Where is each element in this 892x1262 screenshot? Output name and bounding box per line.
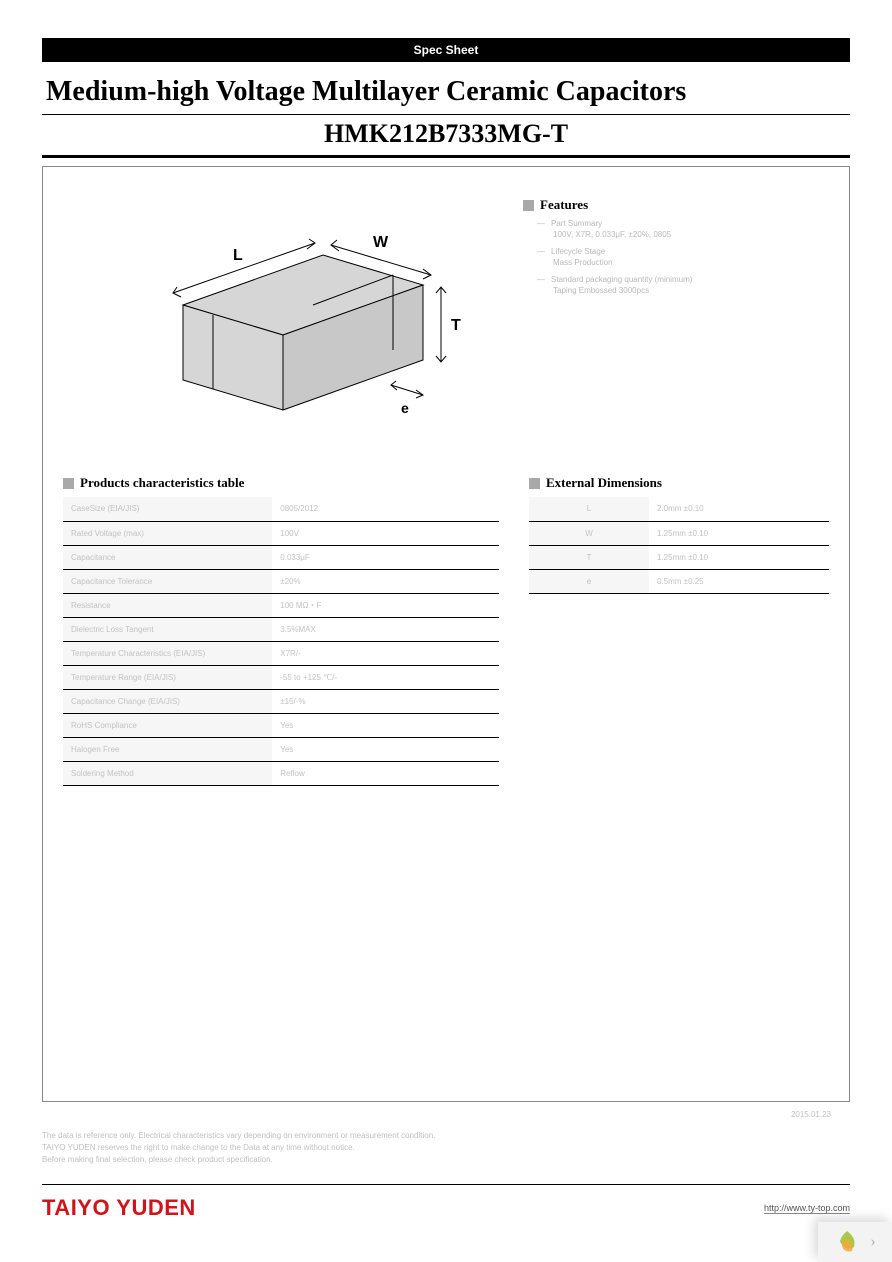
diagram-label-t: T bbox=[451, 317, 461, 334]
disclaimer-line: Before making final selection, please ch… bbox=[42, 1154, 850, 1166]
page-title-line1: Medium-high Voltage Multilayer Ceramic C… bbox=[42, 76, 850, 115]
leaf-icon bbox=[834, 1229, 860, 1255]
disclaimer-line: The data is reference only. Electrical c… bbox=[42, 1130, 850, 1142]
table-row: e0.5mm ±0.25 bbox=[529, 569, 829, 593]
section-bullet-icon bbox=[63, 478, 74, 489]
table-cell-key: Resistance bbox=[63, 593, 272, 617]
page-title-line2: HMK212B7333MG-T bbox=[42, 119, 850, 158]
table-cell-key: Halogen Free bbox=[63, 737, 272, 761]
characteristics-section: Products characteristics table CaseSize … bbox=[63, 475, 499, 786]
revision-date: 2015.01.23 bbox=[791, 1110, 831, 1119]
package-diagram: L W T bbox=[63, 185, 483, 435]
table-row: T1.25mm ±0.10 bbox=[529, 545, 829, 569]
spec-sheet-banner: Spec Sheet bbox=[42, 38, 850, 62]
table-row: W1.25mm ±0.10 bbox=[529, 521, 829, 545]
table-cell-key: Temperature Characteristics (EIA/JIS) bbox=[63, 641, 272, 665]
table-cell-value: 2.0mm ±0.10 bbox=[649, 497, 829, 521]
characteristics-heading: Products characteristics table bbox=[80, 475, 244, 491]
table-cell-key: Rated Voltage (max) bbox=[63, 521, 272, 545]
table-row: CaseSize (EIA/JIS)0805/2012 bbox=[63, 497, 499, 521]
brand-logo: TAIYO YUDEN bbox=[42, 1195, 196, 1221]
feature-item: Part Summary bbox=[537, 219, 829, 228]
table-cell-value: 100 MΩ・F bbox=[272, 593, 499, 617]
table-row: Capacitance Change (EIA/JIS)±15/-% bbox=[63, 689, 499, 713]
table-row: Rated Voltage (max)100V bbox=[63, 521, 499, 545]
table-cell-value: 3.5%MAX bbox=[272, 617, 499, 641]
table-cell-value: 1.25mm ±0.10 bbox=[649, 521, 829, 545]
footer-url[interactable]: http://www.ty-top.com bbox=[764, 1203, 850, 1214]
table-cell-key: e bbox=[529, 569, 649, 593]
table-cell-key: Capacitance Change (EIA/JIS) bbox=[63, 689, 272, 713]
feature-item-sub: Mass Production bbox=[553, 258, 829, 267]
table-cell-key: L bbox=[529, 497, 649, 521]
table-cell-value: Reflow bbox=[272, 761, 499, 785]
features-heading: Features bbox=[540, 197, 588, 213]
table-cell-key: CaseSize (EIA/JIS) bbox=[63, 497, 272, 521]
table-row: Capacitance0.033μF bbox=[63, 545, 499, 569]
characteristics-table: CaseSize (EIA/JIS)0805/2012Rated Voltage… bbox=[63, 497, 499, 786]
table-cell-key: Temperature Range (EIA/JIS) bbox=[63, 665, 272, 689]
section-bullet-icon bbox=[523, 200, 534, 211]
table-cell-value: 100V bbox=[272, 521, 499, 545]
table-cell-key: T bbox=[529, 545, 649, 569]
dimensions-section: External Dimensions L2.0mm ±0.10W1.25mm … bbox=[529, 475, 829, 786]
chevron-right-icon: › bbox=[870, 1233, 875, 1251]
table-row: Soldering MethodReflow bbox=[63, 761, 499, 785]
disclaimer-text: The data is reference only. Electrical c… bbox=[42, 1130, 850, 1166]
table-cell-key: RoHS Compliance bbox=[63, 713, 272, 737]
diagram-label-e: e bbox=[401, 400, 409, 416]
table-cell-value: ±15/-% bbox=[272, 689, 499, 713]
table-row: Dielectric Loss Tangent3.5%MAX bbox=[63, 617, 499, 641]
dimensions-heading: External Dimensions bbox=[546, 475, 662, 491]
features-section: Features Part Summary 100V, X7R, 0.033μF,… bbox=[523, 185, 829, 435]
feature-item-sub: 100V, X7R, 0.033μF, ±20%, 0805 bbox=[553, 230, 829, 239]
table-cell-value: X7R/- bbox=[272, 641, 499, 665]
table-row: Capacitance Tolerance±20% bbox=[63, 569, 499, 593]
table-row: Halogen FreeYes bbox=[63, 737, 499, 761]
table-cell-value: 1.25mm ±0.10 bbox=[649, 545, 829, 569]
table-row: RoHS ComplianceYes bbox=[63, 713, 499, 737]
table-cell-value: 0805/2012 bbox=[272, 497, 499, 521]
table-cell-key: Dielectric Loss Tangent bbox=[63, 617, 272, 641]
table-row: L2.0mm ±0.10 bbox=[529, 497, 829, 521]
table-cell-key: Capacitance bbox=[63, 545, 272, 569]
table-row: Temperature Range (EIA/JIS)-55 to +125 ℃… bbox=[63, 665, 499, 689]
dimensions-table: L2.0mm ±0.10W1.25mm ±0.10T1.25mm ±0.10e0… bbox=[529, 497, 829, 594]
table-cell-value: 0.5mm ±0.25 bbox=[649, 569, 829, 593]
table-row: Temperature Characteristics (EIA/JIS)X7R… bbox=[63, 641, 499, 665]
section-bullet-icon bbox=[529, 478, 540, 489]
table-cell-key: Soldering Method bbox=[63, 761, 272, 785]
table-cell-value: ±20% bbox=[272, 569, 499, 593]
table-cell-value: Yes bbox=[272, 737, 499, 761]
content-frame: L W T bbox=[42, 166, 850, 1102]
table-cell-value: Yes bbox=[272, 713, 499, 737]
table-cell-value: -55 to +125 ℃/- bbox=[272, 665, 499, 689]
feature-item-sub: Taping Embossed 3000pcs bbox=[553, 286, 829, 295]
table-row: Resistance100 MΩ・F bbox=[63, 593, 499, 617]
disclaimer-line: TAIYO YUDEN reserves the right to make c… bbox=[42, 1142, 850, 1154]
diagram-label-w: W bbox=[373, 234, 389, 251]
feature-item: Lifecycle Stage bbox=[537, 247, 829, 256]
table-cell-key: W bbox=[529, 521, 649, 545]
table-cell-value: 0.033μF bbox=[272, 545, 499, 569]
feature-item: Standard packaging quantity (minimum) bbox=[537, 275, 829, 284]
diagram-label-l: L bbox=[233, 247, 243, 264]
table-cell-key: Capacitance Tolerance bbox=[63, 569, 272, 593]
corner-nav-widget[interactable]: › bbox=[818, 1222, 892, 1262]
